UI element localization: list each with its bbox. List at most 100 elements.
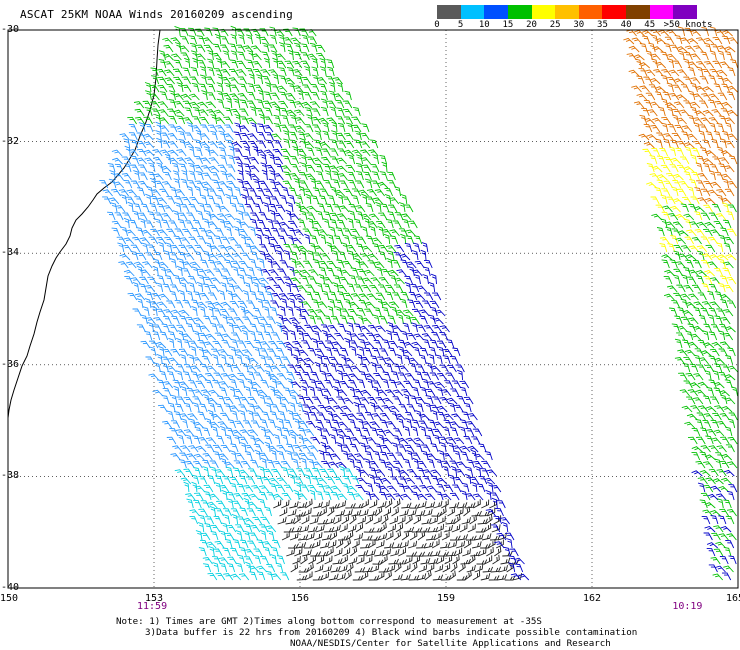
wind-barb — [325, 346, 333, 357]
wind-barb — [228, 237, 239, 245]
wind-barb — [238, 469, 249, 477]
wind-barb — [319, 66, 327, 77]
wind-barb — [451, 380, 462, 389]
wind-barb — [649, 101, 661, 109]
wind-barb — [724, 46, 736, 53]
wind-barb — [354, 427, 363, 437]
wind-barb — [490, 492, 500, 501]
wind-barb — [672, 180, 682, 189]
wind-barb — [219, 484, 230, 493]
wind-barb — [114, 212, 124, 221]
wind-barb — [360, 389, 372, 397]
wind-barb — [230, 547, 239, 557]
wind-barb — [704, 370, 712, 381]
wind-barb — [285, 209, 292, 221]
wind-barb — [723, 332, 734, 341]
wind-barb — [481, 533, 492, 541]
wind-barb — [301, 34, 310, 45]
wind-barb — [272, 493, 284, 501]
wind-barb — [508, 562, 516, 573]
wind-barb — [258, 180, 269, 189]
wind-barb — [466, 564, 476, 573]
wind-barb — [461, 517, 471, 525]
wind-barb — [696, 61, 707, 69]
wind-barb — [682, 196, 692, 205]
wind-barb — [648, 84, 658, 93]
wind-barb — [641, 30, 653, 37]
wind-barb — [709, 68, 720, 77]
wind-barb — [319, 195, 328, 205]
wind-barb — [228, 145, 235, 157]
scale-label: 35 — [597, 20, 608, 30]
wind-barb — [465, 535, 477, 541]
wind-barb — [333, 93, 344, 101]
wind-barb — [234, 420, 244, 429]
wind-barb — [303, 141, 315, 149]
wind-barb — [161, 356, 171, 365]
wind-barb — [706, 542, 719, 549]
wind-barb — [364, 373, 375, 381]
wind-barb — [696, 221, 708, 229]
wind-barb — [205, 372, 215, 381]
wind-barb — [718, 163, 727, 173]
wind-barb — [316, 483, 326, 493]
wind-barb — [192, 389, 204, 397]
wind-barb — [698, 314, 707, 325]
wind-barb — [304, 429, 315, 437]
wind-barb — [485, 514, 493, 525]
wind-barb — [194, 139, 203, 149]
wind-barb — [188, 418, 197, 429]
wind-barb — [643, 117, 655, 125]
wind-barb — [258, 316, 268, 325]
wind-barb — [342, 100, 353, 109]
wind-barb — [436, 340, 447, 349]
wind-barb — [377, 501, 387, 509]
wind-barb — [471, 510, 482, 517]
scale-swatch — [555, 5, 579, 19]
wind-barb — [373, 372, 383, 381]
wind-barb — [279, 107, 289, 117]
wind-barb — [340, 405, 352, 413]
wind-barb — [155, 130, 162, 141]
wind-barb — [272, 74, 280, 85]
wind-barb — [347, 524, 357, 533]
wind-barb — [229, 43, 238, 53]
wind-barb — [271, 539, 281, 549]
wind-barb — [718, 485, 730, 493]
wind-barb — [258, 113, 266, 125]
wind-barb — [128, 149, 139, 157]
wind-barb — [338, 205, 350, 213]
wind-barb — [311, 220, 322, 229]
wind-barb — [710, 515, 719, 525]
wind-barb — [649, 77, 661, 85]
wind-barb — [230, 50, 238, 61]
wind-barb — [691, 446, 703, 453]
wind-barb — [287, 49, 294, 61]
wind-barb — [284, 60, 295, 69]
wind-barb — [716, 122, 725, 133]
wind-barb — [200, 500, 210, 509]
wind-barb — [363, 347, 373, 357]
wind-barb — [716, 242, 724, 253]
wind-barb — [286, 67, 295, 77]
wind-barb — [153, 173, 164, 181]
wind-barb — [199, 539, 209, 549]
wind-barb — [304, 363, 313, 373]
wind-barb — [149, 93, 160, 101]
wind-barb — [661, 259, 670, 269]
wind-barb — [207, 572, 218, 581]
wind-barb — [410, 283, 420, 293]
wind-barb — [204, 204, 214, 213]
wind-barb — [700, 51, 709, 61]
wind-barb — [210, 114, 218, 125]
wind-barb — [226, 498, 234, 509]
wind-barb — [152, 330, 161, 341]
wind-barb — [721, 405, 733, 413]
wind-barb — [700, 445, 711, 453]
wind-barb — [264, 363, 273, 373]
wind-barb — [232, 285, 244, 293]
wind-barb — [265, 323, 274, 333]
wind-barb — [430, 273, 437, 285]
wind-barb — [361, 284, 372, 293]
wind-barb — [268, 154, 276, 165]
